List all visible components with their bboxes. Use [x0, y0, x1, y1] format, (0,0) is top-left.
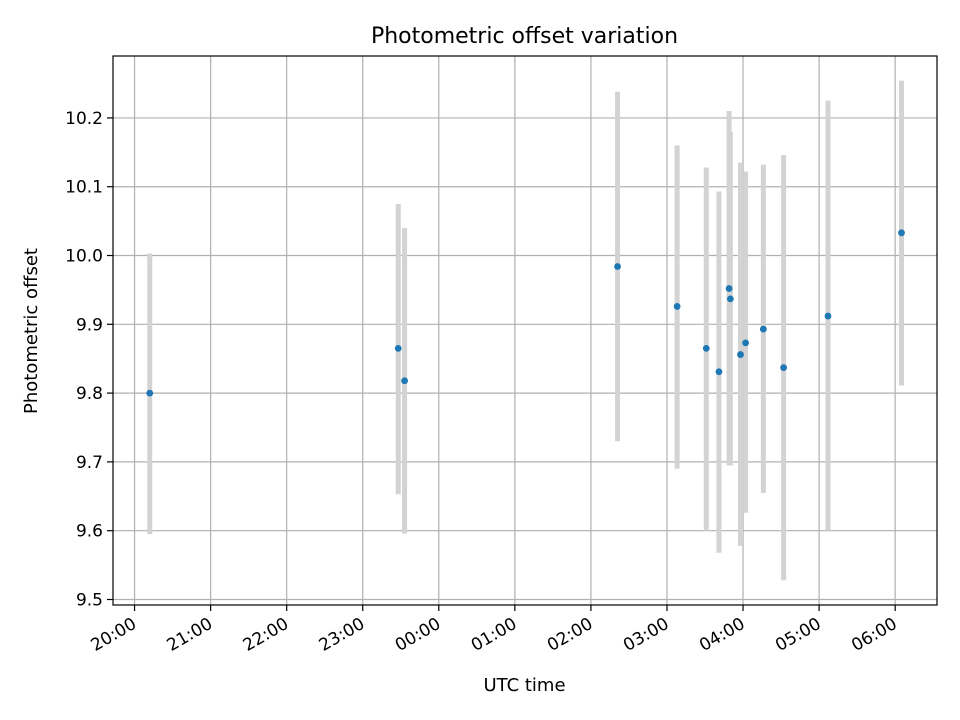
data-point [780, 364, 788, 372]
data-point [824, 312, 832, 320]
data-point [614, 263, 621, 270]
plot-frame [112, 55, 938, 606]
y-tick-label: 9.5 [76, 590, 103, 610]
data-point [759, 325, 767, 333]
data-point [146, 389, 154, 397]
y-tick-label: 9.8 [76, 384, 103, 404]
data-points [146, 229, 905, 397]
x-axis-label: UTC time [483, 675, 565, 696]
y-tick-label: 9.7 [76, 453, 103, 473]
data-point [394, 344, 402, 352]
y-tick-label: 10.1 [65, 178, 103, 198]
chart-title: Photometric offset variation [371, 24, 678, 49]
data-point [742, 339, 749, 347]
data-point [898, 229, 905, 237]
data-point [725, 285, 733, 292]
data-point [715, 368, 723, 376]
y-tick-label: 9.6 [76, 522, 103, 542]
y-tick-label: 10.0 [65, 247, 103, 267]
data-point [702, 344, 710, 352]
y-axis-label: Photometric offset [21, 248, 42, 414]
data-point [401, 377, 408, 385]
data-point [737, 351, 744, 358]
y-axis-ticks: 9.5 9.6 9.7 9.8 9.9 10.0 10.1 10.2 [65, 109, 113, 610]
y-tick-label: 9.9 [76, 315, 103, 335]
grid-lines [113, 56, 937, 605]
data-point [726, 295, 734, 303]
data-point [673, 303, 681, 310]
y-tick-label: 10.2 [65, 109, 103, 129]
